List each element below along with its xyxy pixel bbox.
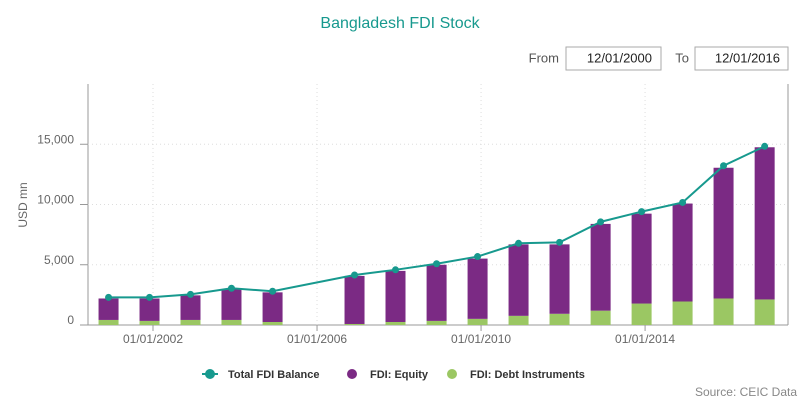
- bar: [631, 213, 652, 304]
- to-input[interactable]: [694, 46, 789, 71]
- bar: [549, 244, 570, 314]
- legend-marker: [205, 369, 215, 379]
- bar: [139, 298, 160, 321]
- bar: [508, 315, 529, 325]
- legend-label: FDI: Equity: [370, 369, 429, 381]
- bar: [139, 320, 160, 325]
- legend-marker: [347, 369, 357, 379]
- y-tick-label: 0: [67, 313, 74, 327]
- bar: [590, 223, 611, 311]
- y-axis-label: USD mn: [16, 182, 30, 227]
- line-point: [597, 218, 605, 226]
- line-point: [433, 260, 441, 268]
- to-date[interactable]: 12/01/2016: [715, 50, 780, 65]
- line-point: [146, 293, 154, 301]
- bar: [98, 298, 119, 320]
- y-tick-label: 15,000: [37, 132, 74, 146]
- chart-title: Bangladesh FDI Stock: [320, 15, 480, 32]
- from-date[interactable]: 12/01/2000: [587, 50, 652, 65]
- bar: [672, 301, 693, 325]
- bar: [180, 295, 201, 320]
- y-tick-label: 10,000: [37, 193, 74, 207]
- x-tick-label: 01/01/2002: [123, 332, 183, 346]
- bar: [385, 321, 406, 325]
- bar: [262, 321, 283, 325]
- bar: [467, 258, 488, 319]
- bar: [344, 323, 365, 325]
- bar: [426, 264, 447, 321]
- line-point: [187, 290, 195, 298]
- legend-label: Total FDI Balance: [228, 369, 319, 381]
- bar: [467, 318, 488, 325]
- line: [108, 145, 766, 299]
- line-point: [351, 271, 359, 279]
- bar: [385, 270, 406, 322]
- y-tick-label: 5,000: [44, 253, 74, 267]
- bar: [713, 298, 734, 325]
- to-label: To: [675, 50, 689, 65]
- bar: [754, 299, 775, 325]
- bar: [508, 244, 529, 316]
- bar: [549, 313, 570, 325]
- line-point: [269, 287, 277, 295]
- line-point: [720, 162, 728, 170]
- bar: [590, 310, 611, 325]
- bar: [221, 319, 242, 325]
- bar: [344, 275, 365, 324]
- line-point: [392, 266, 400, 274]
- from-input[interactable]: [565, 46, 662, 71]
- bar: [754, 147, 775, 300]
- line-point: [105, 293, 113, 301]
- x-tick-label: 01/01/2010: [451, 332, 511, 346]
- bar: [262, 292, 283, 322]
- bar: [426, 320, 447, 325]
- bar: [713, 167, 734, 299]
- line-point: [474, 253, 482, 261]
- bar: [98, 319, 119, 325]
- line-point: [227, 284, 235, 292]
- line-point: [556, 238, 564, 246]
- bar: [631, 303, 652, 325]
- source: Source: CEIC Data: [695, 385, 797, 399]
- line-point: [638, 208, 646, 216]
- bar: [180, 319, 201, 325]
- line-point: [761, 142, 769, 150]
- from-label: From: [529, 50, 559, 65]
- legend-label: FDI: Debt Instruments: [470, 369, 585, 381]
- legend-marker: [447, 369, 457, 379]
- bar: [221, 289, 242, 320]
- line-point: [515, 239, 523, 247]
- x-tick-label: 01/01/2006: [287, 332, 347, 346]
- x-tick-label: 01/01/2014: [615, 332, 675, 346]
- line-point: [679, 198, 687, 206]
- bar: [672, 203, 693, 302]
